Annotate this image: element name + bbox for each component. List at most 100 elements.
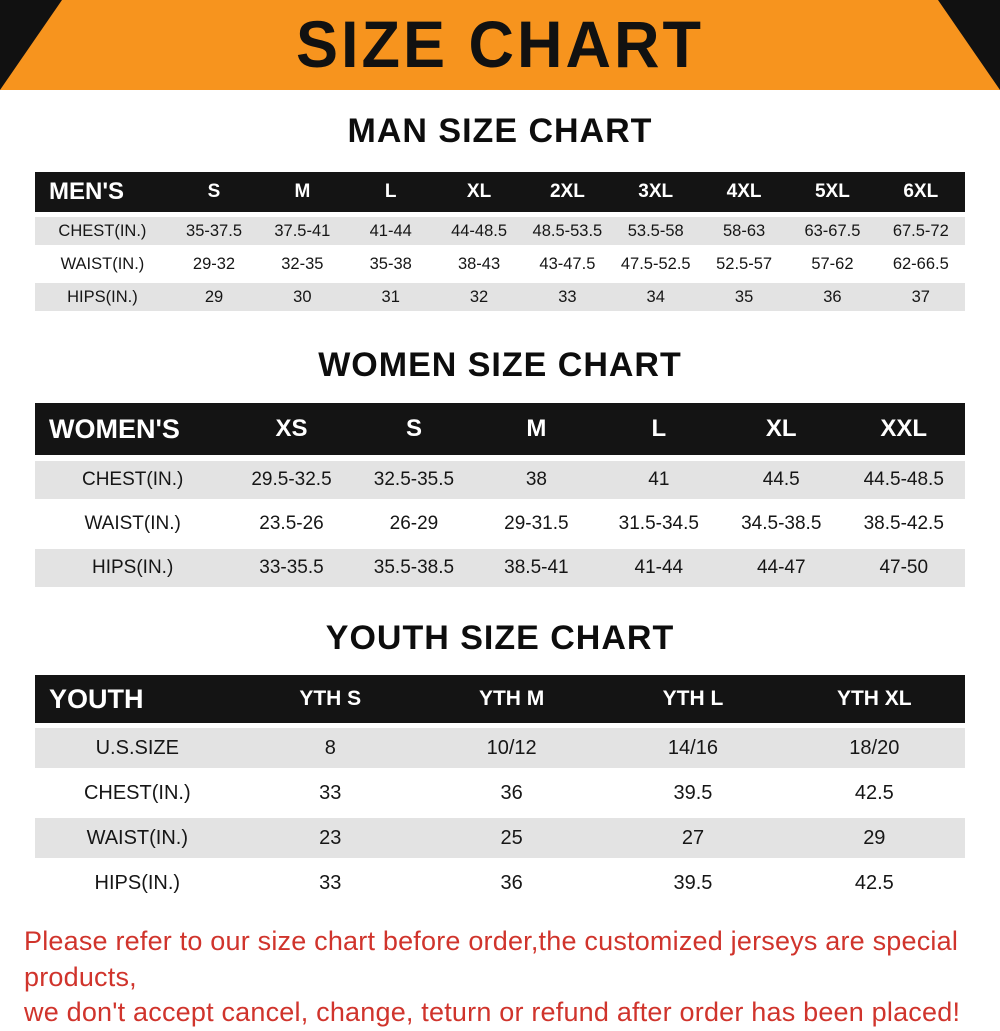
men-cell: 38-43 — [434, 250, 524, 278]
women-cell: 38.5-42.5 — [842, 505, 965, 543]
men-cell: 29-32 — [169, 250, 259, 278]
men-cell: 30 — [258, 283, 347, 311]
women-cell: 32.5-35.5 — [352, 461, 476, 499]
youth-cell: 36 — [420, 773, 603, 813]
women-cell: 33-35.5 — [230, 549, 353, 587]
youth-size-header: YTH XL — [783, 675, 965, 723]
banner-title: SIZE CHART — [296, 8, 704, 82]
men-header-label: MEN'S — [35, 172, 170, 212]
youth-cell: 36 — [420, 863, 603, 903]
disclaimer-line-2: we don't accept cancel, change, teturn o… — [24, 997, 961, 1028]
men-cell: 48.5-53.5 — [523, 217, 612, 245]
men-cell: 47.5-52.5 — [611, 250, 700, 278]
women-row-label: WAIST(IN.) — [35, 505, 231, 543]
men-cell: 37.5-41 — [258, 217, 347, 245]
youth-header-label: YOUTH — [35, 675, 240, 723]
youth-header-row: YOUTH YTH S YTH M YTH L YTH XL — [35, 675, 965, 723]
men-cell: 62-66.5 — [876, 250, 965, 278]
women-cell: 44.5 — [720, 461, 843, 499]
men-size-header: 5XL — [788, 172, 877, 212]
men-row-label: HIPS(IN.) — [35, 283, 170, 311]
men-size-header: 6XL — [876, 172, 965, 212]
men-cell: 63-67.5 — [788, 217, 877, 245]
women-size-header: XS — [230, 403, 353, 455]
men-size-header: 2XL — [523, 172, 612, 212]
youth-cell: 29 — [783, 818, 965, 858]
women-cell: 35.5-38.5 — [352, 549, 476, 587]
youth-row-label: WAIST(IN.) — [35, 818, 240, 858]
youth-row-label: CHEST(IN.) — [35, 773, 240, 813]
youth-cell: 42.5 — [783, 863, 965, 903]
youth-size-table: YOUTH YTH S YTH M YTH L YTH XL U.S.SIZE 8 10/12… — [35, 670, 965, 908]
men-size-header: L — [346, 172, 435, 212]
youth-table-row: WAIST(IN.) 23 25 27 29 — [35, 818, 965, 858]
youth-table-row: HIPS(IN.) 33 36 39.5 42.5 — [35, 863, 965, 903]
men-size-header: 3XL — [611, 172, 700, 212]
women-table-row: WAIST(IN.) 23.5-26 26-29 29-31.5 31.5-34.5 34… — [35, 505, 965, 543]
men-cell: 31 — [346, 283, 435, 311]
women-section-heading: WOMEN SIZE CHART — [318, 346, 682, 384]
women-table-row: CHEST(IN.) 29.5-32.5 32.5-35.5 38 41 44.5 44.5… — [35, 461, 965, 499]
women-cell: 29.5-32.5 — [230, 461, 353, 499]
women-cell: 34.5-38.5 — [720, 505, 843, 543]
men-cell: 53.5-58 — [611, 217, 700, 245]
men-cell: 57-62 — [788, 250, 877, 278]
men-table-row: CHEST(IN.) 35-37.5 37.5-41 41-44 44-48.5 48.5… — [35, 217, 965, 245]
men-cell: 29 — [169, 283, 259, 311]
women-row-label: CHEST(IN.) — [35, 461, 231, 499]
women-cell: 41 — [597, 461, 721, 499]
women-size-header: XXL — [842, 403, 965, 455]
youth-cell: 18/20 — [783, 728, 965, 768]
youth-row-label: HIPS(IN.) — [35, 863, 240, 903]
men-row-label: CHEST(IN.) — [35, 217, 170, 245]
corner-triangle-right-icon — [938, 0, 1000, 90]
men-cell: 58-63 — [699, 217, 789, 245]
women-size-header: S — [352, 403, 476, 455]
youth-cell: 33 — [239, 773, 421, 813]
men-size-table: MEN'S S M L XL 2XL 3XL 4XL 5XL 6XL CHEST(IN.) 35-37… — [35, 167, 965, 316]
women-cell: 31.5-34.5 — [597, 505, 721, 543]
youth-table-row: CHEST(IN.) 33 36 39.5 42.5 — [35, 773, 965, 813]
youth-cell: 8 — [239, 728, 421, 768]
youth-cell: 39.5 — [602, 863, 784, 903]
men-table-row: WAIST(IN.) 29-32 32-35 35-38 38-43 43-47.5 47.… — [35, 250, 965, 278]
men-cell: 52.5-57 — [699, 250, 789, 278]
youth-size-header: YTH M — [420, 675, 603, 723]
men-cell: 32-35 — [258, 250, 347, 278]
corner-triangle-left-icon — [0, 0, 62, 90]
youth-cell: 23 — [239, 818, 421, 858]
women-header-label: WOMEN'S — [35, 403, 231, 455]
youth-section-heading: YOUTH SIZE CHART — [325, 619, 675, 657]
youth-cell: 33 — [239, 863, 421, 903]
men-cell: 35 — [699, 283, 789, 311]
men-cell: 67.5-72 — [876, 217, 965, 245]
men-cell: 34 — [611, 283, 700, 311]
men-cell: 37 — [876, 283, 965, 311]
youth-cell: 25 — [420, 818, 603, 858]
disclaimer-line-1: Please refer to our size chart before or… — [24, 926, 959, 992]
women-cell: 23.5-26 — [230, 505, 353, 543]
men-cell: 41-44 — [346, 217, 435, 245]
youth-size-header: YTH L — [602, 675, 784, 723]
youth-cell: 27 — [602, 818, 784, 858]
men-header-row: MEN'S S M L XL 2XL 3XL 4XL 5XL 6XL — [35, 172, 965, 212]
women-cell: 44.5-48.5 — [842, 461, 965, 499]
men-cell: 43-47.5 — [523, 250, 612, 278]
youth-cell: 10/12 — [420, 728, 603, 768]
men-row-label: WAIST(IN.) — [35, 250, 170, 278]
women-header-row: WOMEN'S XS S M L XL XXL — [35, 403, 965, 455]
men-cell: 33 — [523, 283, 612, 311]
women-cell: 41-44 — [597, 549, 721, 587]
men-cell: 36 — [788, 283, 877, 311]
men-size-header: M — [258, 172, 347, 212]
men-size-header: XL — [434, 172, 524, 212]
women-size-header: L — [597, 403, 721, 455]
women-cell: 44-47 — [720, 549, 843, 587]
women-cell: 38 — [475, 461, 598, 499]
women-cell: 47-50 — [842, 549, 965, 587]
size-chart-banner: SIZE CHART — [0, 0, 1000, 90]
men-cell: 32 — [434, 283, 524, 311]
women-cell: 26-29 — [352, 505, 476, 543]
youth-size-header: YTH S — [239, 675, 421, 723]
youth-cell: 14/16 — [602, 728, 784, 768]
